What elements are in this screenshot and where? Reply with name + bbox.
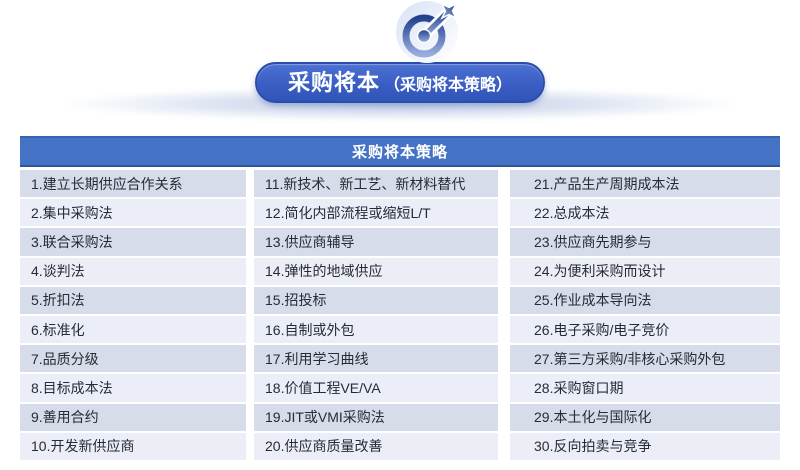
table-cell: 30.反向拍卖与竞争 xyxy=(510,432,780,460)
dart-fletching xyxy=(440,2,458,20)
table-cell: 25.作业成本导向法 xyxy=(510,286,780,314)
table-cell: 4.谈判法 xyxy=(20,257,246,285)
banner: 采购将本 （采购将本策略） xyxy=(255,62,545,103)
table-cell: 10.开发新供应商 xyxy=(20,432,246,460)
table-cell: 21.产品生产周期成本法 xyxy=(510,170,780,198)
table-cell: 23.供应商先期参与 xyxy=(510,228,780,256)
table-column-3: 21.产品生产周期成本法 22.总成本法 23.供应商先期参与 24.为便利采购而设计… xyxy=(510,170,780,460)
banner-title: 采购将本 xyxy=(287,70,380,95)
table-cell: 1.建立长期供应合作关系 xyxy=(20,170,246,198)
table-cell: 14.弹性的地域供应 xyxy=(254,257,498,285)
table-cell: 24.为便利采购而设计 xyxy=(510,257,780,285)
table-cell: 18.价值工程VE/VA xyxy=(254,374,498,402)
dart-target-icon xyxy=(396,1,458,63)
table-cell: 27.第三方采购/非核心采购外包 xyxy=(510,345,780,373)
table-cell: 8.目标成本法 xyxy=(20,374,246,402)
table-cell: 3.联合采购法 xyxy=(20,228,246,256)
table-cell: 9.善用合约 xyxy=(20,403,246,431)
table-column-1: 1.建立长期供应合作关系 2.集中采购法 3.联合采购法 4.谈判法 5.折扣法 6.标准… xyxy=(20,170,246,460)
table-cell: 22.总成本法 xyxy=(510,199,780,227)
table-cell: 15.招投标 xyxy=(254,286,498,314)
strategy-table: 采购将本策略 1.建立长期供应合作关系 2.集中采购法 3.联合采购法 4.谈判法 5.… xyxy=(20,136,780,460)
table-header: 采购将本策略 xyxy=(20,136,780,167)
table-column-2: 11.新技术、新工艺、新材料替代 12.简化内部流程或缩短L/T 13.供应商辅导 1… xyxy=(254,170,498,460)
table-cell: 20.供应商质量改善 xyxy=(254,432,498,460)
table-body: 1.建立长期供应合作关系 2.集中采购法 3.联合采购法 4.谈判法 5.折扣法 6.标准… xyxy=(20,170,780,460)
table-cell: 13.供应商辅导 xyxy=(254,228,498,256)
hero-section: 采购将本 （采购将本策略） xyxy=(0,0,800,136)
table-cell: 7.品质分级 xyxy=(20,345,246,373)
table-cell: 6.标准化 xyxy=(20,315,246,344)
table-cell: 26.电子采购/电子竞价 xyxy=(510,315,780,344)
table-cell: 29.本土化与国际化 xyxy=(510,403,780,431)
table-cell: 5.折扣法 xyxy=(20,286,246,314)
target-ring xyxy=(402,14,446,58)
table-cell: 17.利用学习曲线 xyxy=(254,345,498,373)
table-cell: 28.采购窗口期 xyxy=(510,374,780,402)
table-cell: 11.新技术、新工艺、新材料替代 xyxy=(254,170,498,198)
target-bullseye xyxy=(416,28,432,44)
table-cell: 2.集中采购法 xyxy=(20,199,246,227)
table-cell: 16.自制或外包 xyxy=(254,315,498,344)
table-cell: 12.简化内部流程或缩短L/T xyxy=(254,199,498,227)
banner-subtitle: （采购将本策略） xyxy=(384,77,513,94)
table-cell: 19.JIT或VMI采购法 xyxy=(254,403,498,431)
